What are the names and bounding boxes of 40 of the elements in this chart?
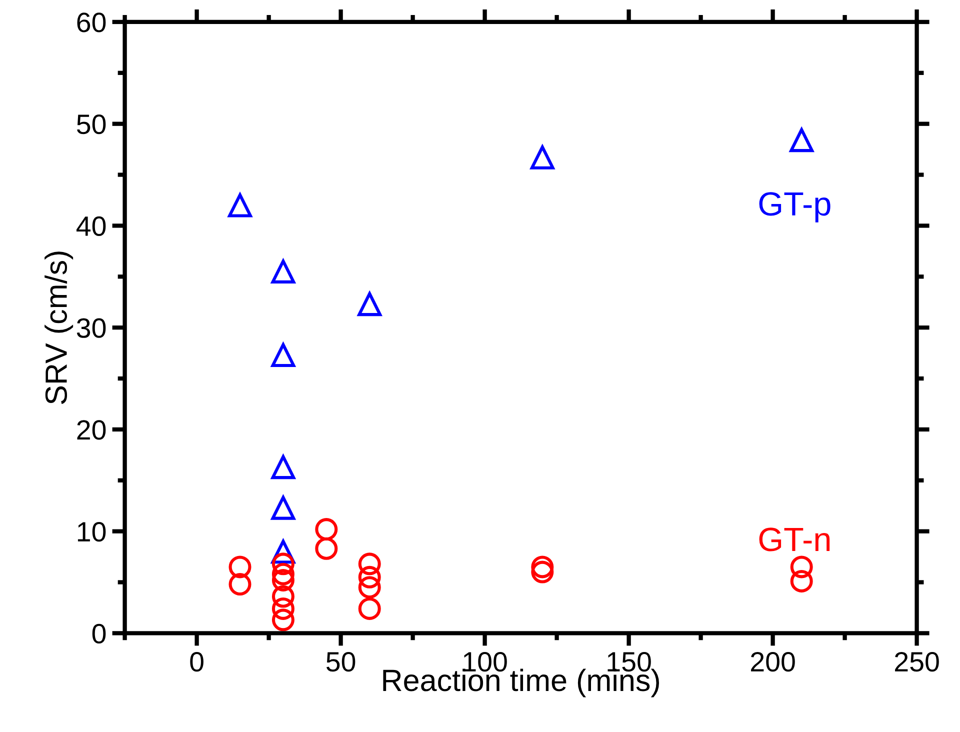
point <box>272 552 294 576</box>
point <box>271 455 296 480</box>
point <box>272 608 294 632</box>
point <box>790 570 813 592</box>
x-tick-label: 50 <box>326 652 356 672</box>
point <box>228 556 252 578</box>
point <box>315 537 338 560</box>
point <box>531 556 554 578</box>
point <box>228 573 252 596</box>
y-tick-label: 50 <box>76 114 106 134</box>
x-tick-label: 250 <box>895 652 939 672</box>
point <box>272 562 294 586</box>
point <box>315 518 338 541</box>
point <box>358 292 382 316</box>
point <box>358 566 381 588</box>
point <box>790 556 813 578</box>
point <box>530 146 554 170</box>
y-tick-label: 10 <box>78 522 106 542</box>
point <box>272 597 294 620</box>
y-tick-label: 40 <box>76 216 106 236</box>
point <box>358 552 381 576</box>
point <box>272 585 294 608</box>
point <box>271 496 296 520</box>
point <box>271 260 296 284</box>
point <box>228 193 252 218</box>
y-tick-label: 0 <box>92 624 106 644</box>
point <box>358 597 381 620</box>
y-tick-label: 60 <box>77 12 106 32</box>
series-label: GT-n <box>759 528 830 552</box>
point <box>272 568 294 592</box>
point <box>271 343 296 368</box>
y-axis-title: SRV (cm/s) <box>44 252 74 404</box>
series-label: GT-p <box>759 192 830 222</box>
x-tick-label: 200 <box>751 652 795 672</box>
y-tick-label: 30 <box>76 318 106 338</box>
point <box>790 128 814 152</box>
y-tick-label: 20 <box>77 420 106 440</box>
x-tick-label: 0 <box>190 652 204 672</box>
point <box>358 576 381 599</box>
point <box>531 560 554 584</box>
